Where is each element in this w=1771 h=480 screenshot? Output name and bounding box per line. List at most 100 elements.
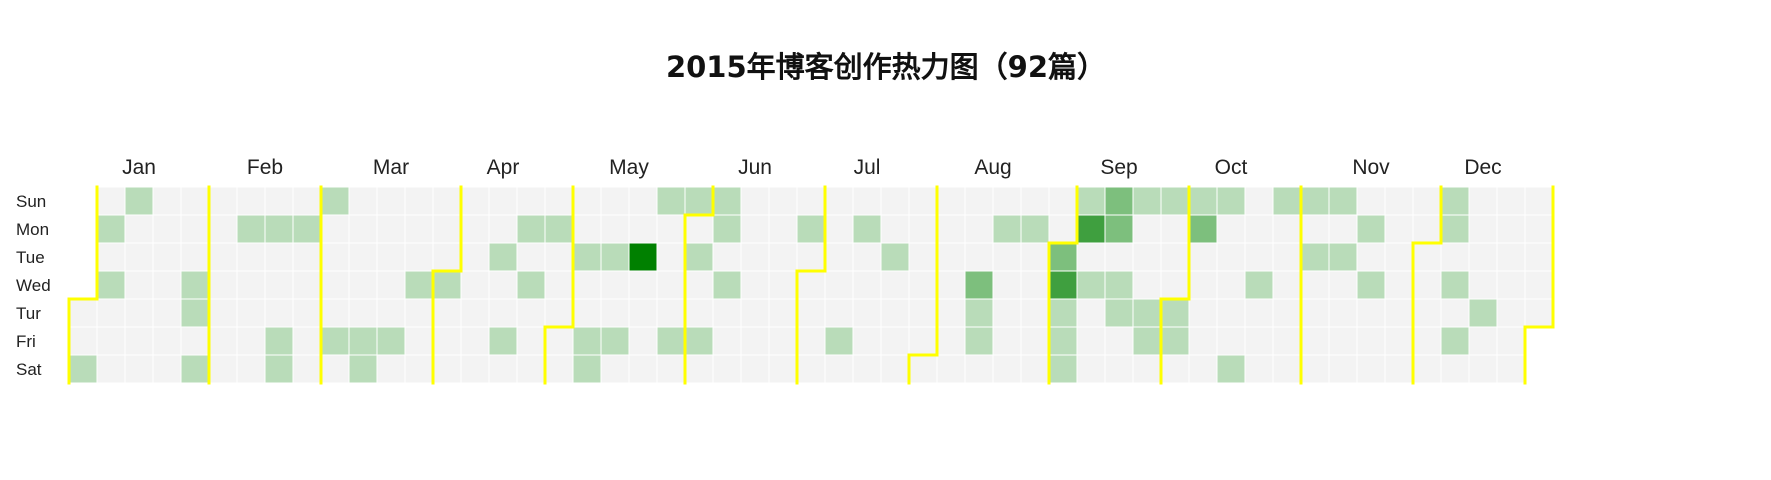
day-cell-2015-02-23 <box>292 214 322 244</box>
day-cell-2015-03-21 <box>376 354 406 384</box>
day-cell-2015-11-29 <box>1412 186 1442 216</box>
month-label-may: May <box>609 156 649 179</box>
day-cell-2015-09-10 <box>1076 298 1106 328</box>
day-cell-2015-05-30 <box>656 354 686 384</box>
day-cell-2015-08-19 <box>992 270 1022 300</box>
month-label-apr: Apr <box>487 156 520 179</box>
day-cell-2015-03-06 <box>320 326 350 356</box>
day-cell-2015-08-29 <box>1020 354 1050 384</box>
day-cell-2015-12-16 <box>1468 270 1498 300</box>
day-cell-2015-09-12 <box>1076 354 1106 384</box>
month-label-feb: Feb <box>247 156 283 179</box>
day-cell-2015-05-17 <box>628 186 658 216</box>
day-cell-2015-04-11 <box>460 354 490 384</box>
day-cell-2015-03-07 <box>320 354 350 384</box>
day-cell-2015-09-27 <box>1160 186 1190 216</box>
day-cell-2015-08-27 <box>1020 298 1050 328</box>
day-cell-2015-03-29 <box>432 186 462 216</box>
day-cell-2015-05-10 <box>600 186 630 216</box>
day-cell-2015-05-31 <box>684 186 714 216</box>
day-cell-2015-06-13 <box>712 354 742 384</box>
day-cell-2015-07-28 <box>908 242 938 272</box>
day-cell-2015-06-12 <box>712 326 742 356</box>
day-cell-2015-02-11 <box>236 270 266 300</box>
day-cell-2015-01-20 <box>152 242 182 272</box>
day-cell-2015-06-26 <box>768 326 798 356</box>
day-cell-2015-07-01 <box>796 270 826 300</box>
day-cell-2015-05-15 <box>600 326 630 356</box>
day-cell-2015-02-08 <box>236 186 266 216</box>
day-cell-2015-06-06 <box>684 354 714 384</box>
day-cell-2015-09-04 <box>1048 326 1078 356</box>
day-cell-2015-05-16 <box>600 354 630 384</box>
day-cell-2015-12-01 <box>1412 242 1442 272</box>
day-cell-2015-02-10 <box>236 242 266 272</box>
day-cell-2015-08-23 <box>1020 186 1050 216</box>
day-cell-2015-01-15 <box>124 298 154 328</box>
day-cell-2015-04-27 <box>544 214 574 244</box>
day-label-wed: Wed <box>16 276 51 295</box>
day-cell-2015-02-07 <box>208 354 238 384</box>
day-cell-2015-03-11 <box>348 270 378 300</box>
day-cell-2015-01-19 <box>152 214 182 244</box>
day-cell-2015-11-03 <box>1300 242 1330 272</box>
day-cell-2015-08-12 <box>964 270 994 300</box>
day-cell-2015-01-24 <box>152 354 182 384</box>
day-cell-2015-04-03 <box>432 326 462 356</box>
day-cell-2015-06-09 <box>712 242 742 272</box>
day-cell-2015-03-09 <box>348 214 378 244</box>
day-cell-2015-05-01 <box>544 326 574 356</box>
day-cell-2015-03-31 <box>432 242 462 272</box>
day-cell-2015-07-30 <box>908 298 938 328</box>
day-cell-2015-12-11 <box>1440 326 1470 356</box>
day-cell-2015-06-01 <box>684 214 714 244</box>
month-labels: Jan Feb Mar Apr May Jun Jul Aug Sep Oct Nov Dec <box>122 156 1502 179</box>
month-divider-dec <box>1411 185 1443 385</box>
day-cell-2015-06-30 <box>796 242 826 272</box>
day-cell-2015-10-09 <box>1188 326 1218 356</box>
day-cell-2015-08-26 <box>1020 270 1050 300</box>
day-cell-2015-12-15 <box>1468 242 1498 272</box>
day-cell-2015-06-29 <box>796 214 826 244</box>
day-cell-2015-04-21 <box>516 242 546 272</box>
month-label-oct: Oct <box>1215 156 1248 179</box>
day-cell-2015-06-28 <box>796 186 826 216</box>
day-cell-2015-01-25 <box>180 186 210 216</box>
day-cell-2015-01-18 <box>152 186 182 216</box>
day-cell-2015-03-13 <box>348 326 378 356</box>
day-cell-2015-01-11 <box>124 186 154 216</box>
day-cell-2015-05-29 <box>656 326 686 356</box>
day-cell-2015-01-23 <box>152 326 182 356</box>
day-cell-2015-10-21 <box>1244 270 1274 300</box>
day-cell-2015-03-15 <box>376 186 406 216</box>
day-cell-2015-12-24 <box>1496 298 1526 328</box>
month-divider-jan <box>67 185 99 385</box>
day-cell-2015-04-19 <box>516 186 546 216</box>
day-cell-2015-07-10 <box>824 326 854 356</box>
day-cell-2015-01-30 <box>180 326 210 356</box>
day-cell-2015-03-26 <box>404 298 434 328</box>
day-cell-2015-07-18 <box>852 354 882 384</box>
day-cell-2015-10-03 <box>1160 354 1190 384</box>
day-cell-2015-11-24 <box>1384 242 1414 272</box>
day-cell-2015-03-10 <box>348 242 378 272</box>
day-cell-2015-03-02 <box>320 214 350 244</box>
day-cell-2015-05-04 <box>572 214 602 244</box>
day-cell-2015-09-16 <box>1104 270 1134 300</box>
day-cell-2015-06-21 <box>768 186 798 216</box>
day-cell-2015-09-19 <box>1104 354 1134 384</box>
day-cell-2015-04-06 <box>460 214 490 244</box>
day-cell-2015-10-30 <box>1272 326 1302 356</box>
day-cell-2015-12-22 <box>1496 242 1526 272</box>
day-cell-2015-10-23 <box>1244 326 1274 356</box>
day-cell-2015-12-29 <box>1524 242 1554 272</box>
day-cell-2015-10-18 <box>1244 186 1274 216</box>
day-cell-2015-02-17 <box>264 242 294 272</box>
day-cell-2015-07-31 <box>908 326 938 356</box>
day-cell-2015-05-26 <box>656 242 686 272</box>
day-cell-2015-09-23 <box>1132 270 1162 300</box>
day-cell-2015-01-01 <box>68 298 98 328</box>
day-cell-2015-01-16 <box>124 326 154 356</box>
day-cell-2015-07-29 <box>908 270 938 300</box>
